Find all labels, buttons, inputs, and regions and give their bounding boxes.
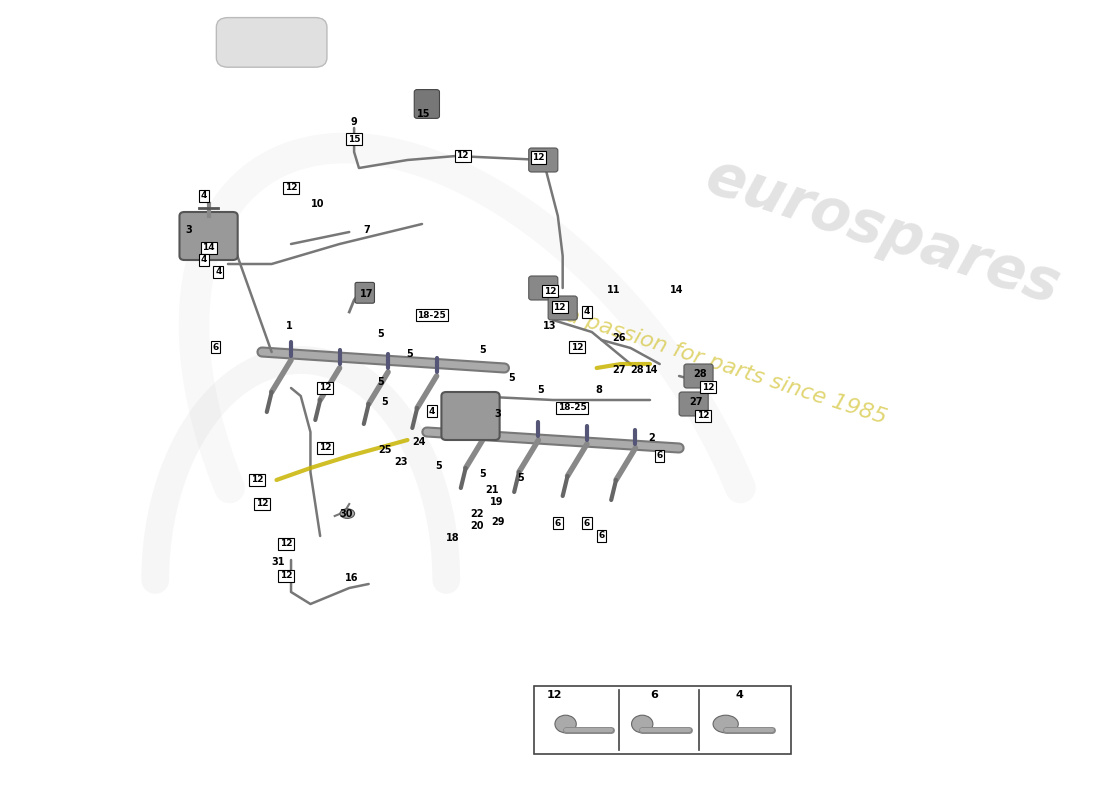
Text: 3: 3 [186,226,192,235]
Ellipse shape [340,509,354,518]
Ellipse shape [554,715,576,733]
Text: 12: 12 [251,475,263,485]
Text: 5: 5 [436,462,442,471]
Text: 23: 23 [394,458,407,467]
Text: 29: 29 [491,518,505,527]
Text: 5: 5 [478,346,485,355]
Text: 8: 8 [595,386,602,395]
Text: 3: 3 [494,410,502,419]
Text: 12: 12 [279,539,293,549]
Text: 12: 12 [319,383,331,393]
Text: 5: 5 [377,378,384,387]
FancyBboxPatch shape [415,90,440,118]
Text: 22: 22 [471,510,484,519]
Text: 12: 12 [547,690,563,699]
Text: 31: 31 [272,558,285,567]
Text: 26: 26 [613,334,626,343]
Text: 30: 30 [340,510,353,519]
Text: 12: 12 [543,286,557,296]
Text: 1: 1 [286,322,293,331]
Text: 5: 5 [381,397,387,406]
Text: 18: 18 [447,534,460,543]
FancyBboxPatch shape [548,296,578,320]
Text: 12: 12 [697,411,710,421]
Text: 18-25: 18-25 [558,403,586,413]
Text: 5: 5 [406,350,412,359]
FancyBboxPatch shape [679,392,708,416]
Ellipse shape [713,715,738,733]
Text: 12: 12 [285,183,297,193]
Text: 18-25: 18-25 [417,310,447,320]
Text: 6: 6 [584,518,590,528]
Text: eurospares: eurospares [698,148,1067,316]
FancyBboxPatch shape [217,18,327,67]
Text: 25: 25 [378,446,392,455]
Text: 7: 7 [363,226,370,235]
Text: 14: 14 [646,366,659,375]
Text: 15: 15 [417,109,431,118]
Text: 19: 19 [490,498,504,507]
Text: 4: 4 [200,255,207,265]
Text: 20: 20 [471,522,484,531]
Text: 11: 11 [607,286,620,295]
Text: 5: 5 [518,474,525,483]
Text: 5: 5 [377,330,384,339]
Text: 28: 28 [694,370,707,379]
Text: 12: 12 [532,153,544,162]
FancyBboxPatch shape [179,212,238,260]
Text: 4: 4 [200,191,207,201]
Text: 6: 6 [554,518,561,528]
Text: 13: 13 [543,322,557,331]
Text: 5: 5 [508,374,515,383]
Text: 4: 4 [429,406,434,416]
Text: 12: 12 [279,571,293,581]
FancyBboxPatch shape [684,364,713,388]
Text: 12: 12 [702,382,715,392]
Text: a passion for parts since 1985: a passion for parts since 1985 [563,305,889,428]
Text: 12: 12 [255,499,268,509]
Text: 15: 15 [348,134,361,144]
Text: 21: 21 [485,486,498,495]
Text: 6: 6 [657,451,663,461]
Text: 4: 4 [216,267,221,277]
Text: 16: 16 [344,574,358,583]
Text: 4: 4 [584,307,590,317]
Text: 14: 14 [670,286,683,295]
Text: 12: 12 [571,342,583,352]
Text: 5: 5 [537,386,543,395]
FancyBboxPatch shape [355,282,374,303]
Text: 12: 12 [456,151,469,161]
FancyBboxPatch shape [441,392,499,440]
FancyBboxPatch shape [529,148,558,172]
Text: 27: 27 [613,366,626,375]
Text: 17: 17 [360,290,374,299]
Text: 4: 4 [735,690,744,699]
Text: 14: 14 [202,243,215,253]
Text: 6: 6 [212,342,219,352]
Text: 6: 6 [598,531,605,541]
Text: 27: 27 [689,398,702,407]
Text: 12: 12 [553,302,566,312]
Text: 28: 28 [630,366,645,375]
FancyBboxPatch shape [534,686,791,754]
Text: 24: 24 [412,438,426,447]
FancyBboxPatch shape [529,276,558,300]
Text: 9: 9 [351,117,358,126]
Text: 12: 12 [319,443,331,453]
Text: 6: 6 [650,690,658,699]
Text: 5: 5 [478,470,485,479]
Text: 10: 10 [310,199,324,209]
Ellipse shape [631,715,653,733]
Text: 2: 2 [649,434,656,443]
